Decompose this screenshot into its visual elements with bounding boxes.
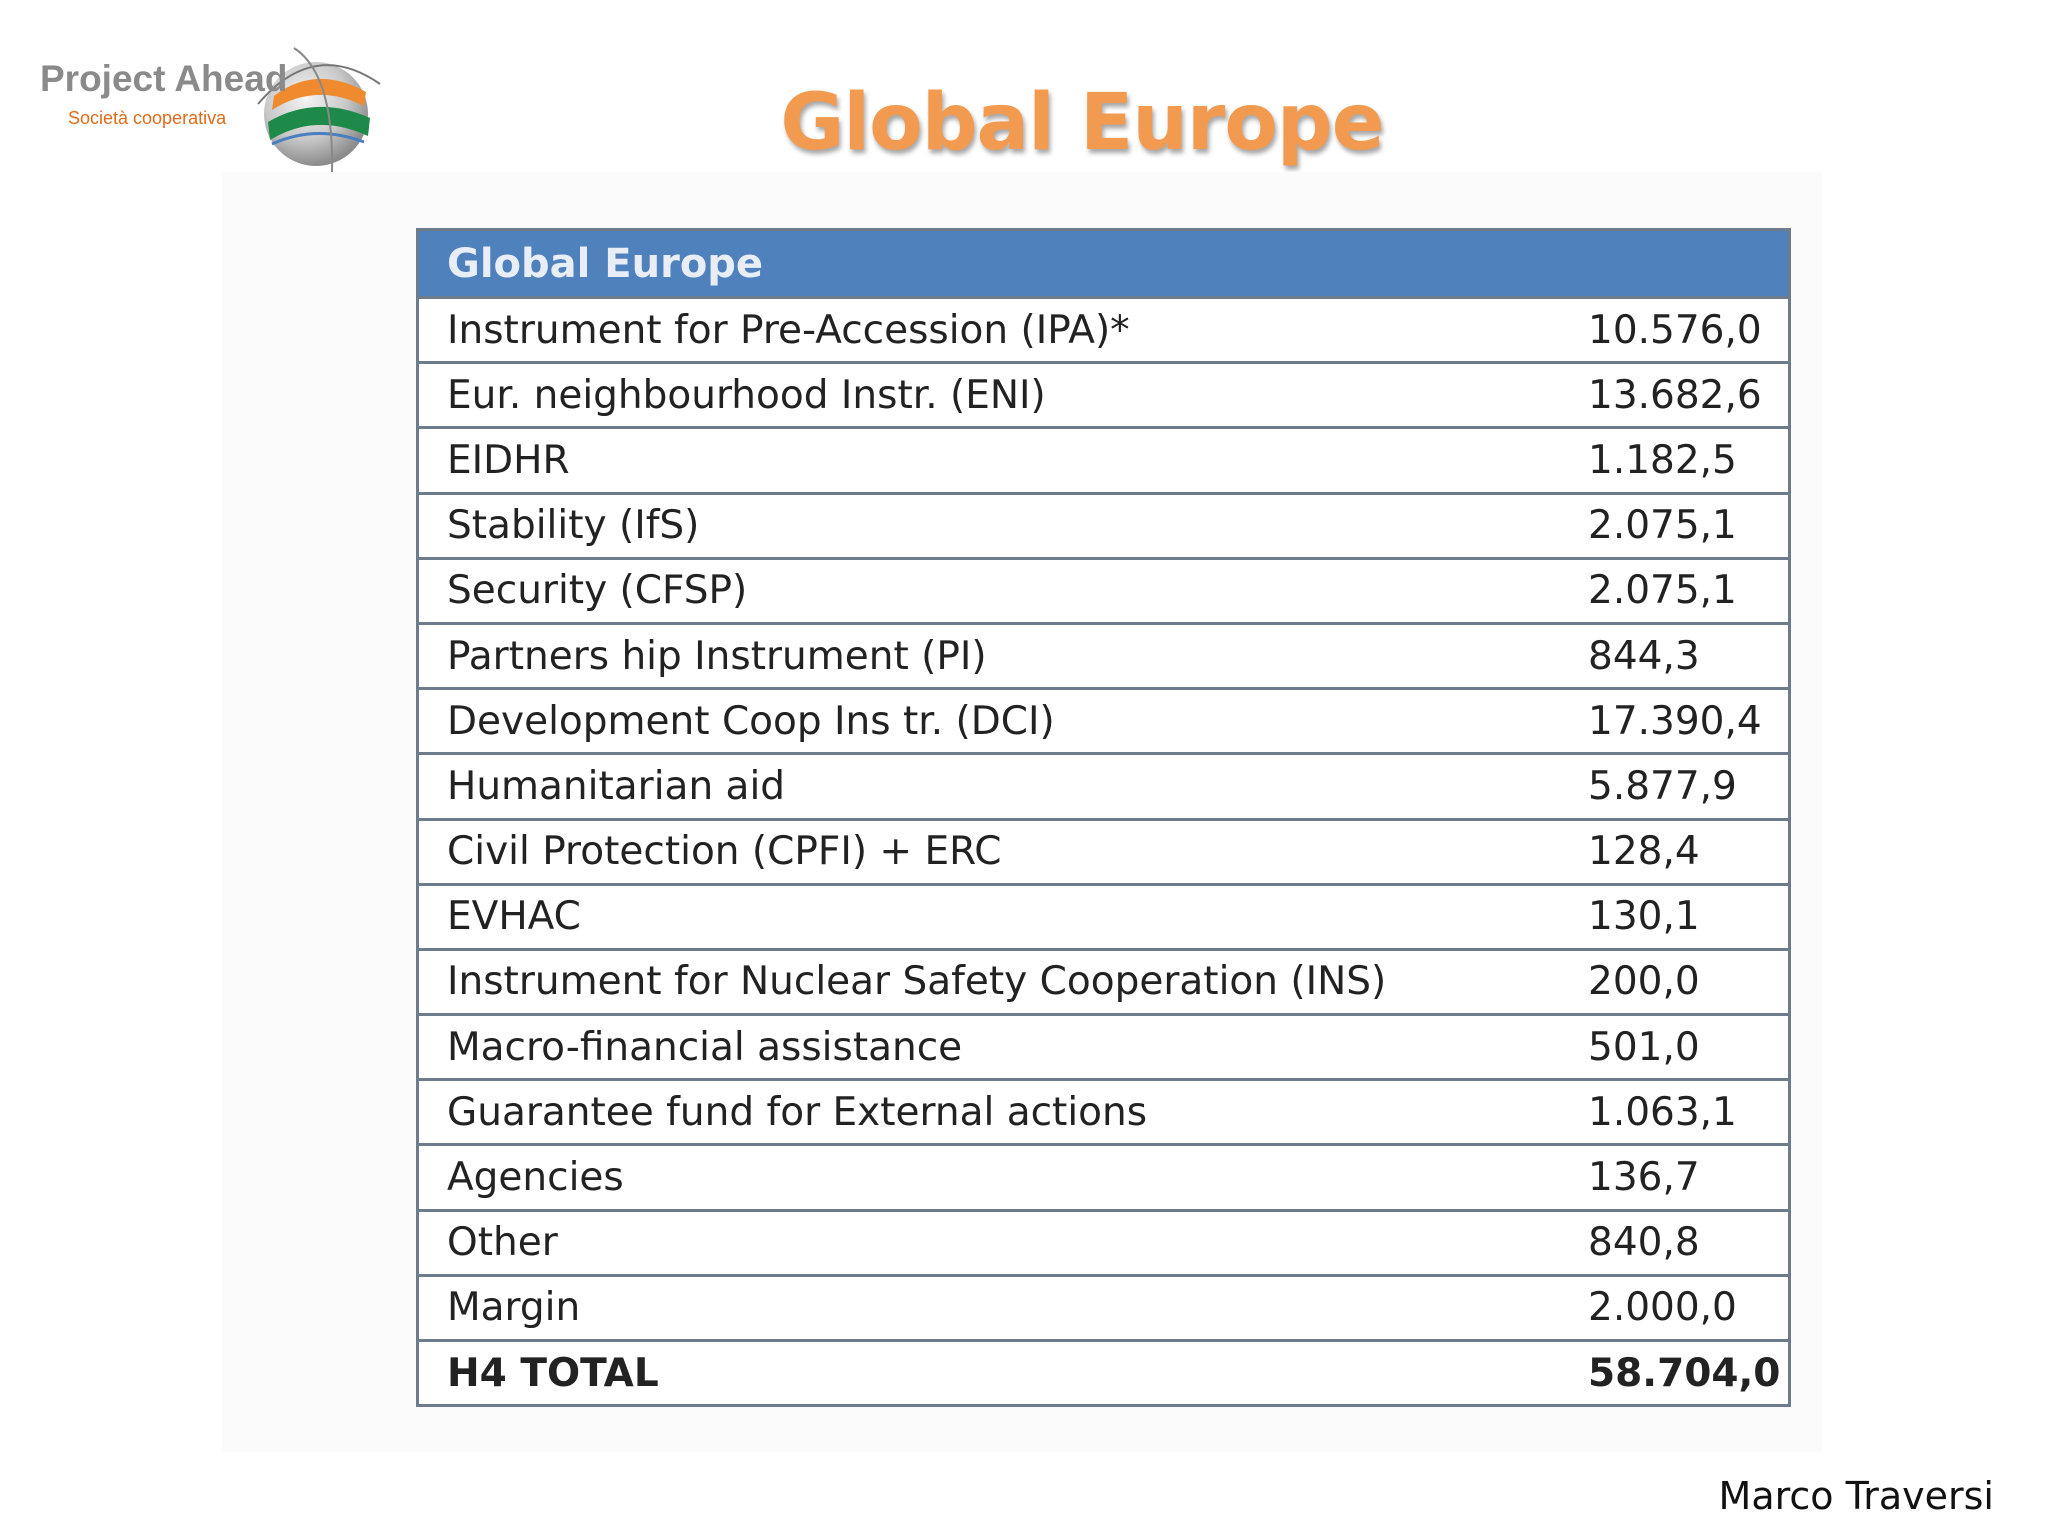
- row-label: Instrument for Nuclear Safety Cooperatio…: [417, 947, 1588, 1015]
- table-row: Instrument for Pre-Accession (IPA)* 10.57…: [417, 295, 1790, 363]
- table-row: Partners hip Instrument (PI) 844,3: [417, 621, 1790, 689]
- row-value: 200,0: [1588, 947, 1790, 1015]
- table-row: Eur. neighbourhood Instr. (ENI) 13.682,6: [417, 361, 1790, 428]
- row-label: Instrument for Pre-Accession (IPA)*: [417, 295, 1588, 363]
- row-label: Margin: [417, 1273, 1588, 1341]
- row-value: 1.063,1: [1588, 1078, 1790, 1145]
- row-label: Guarantee fund for External actions: [417, 1078, 1588, 1145]
- table-header: Global Europe: [417, 229, 1790, 298]
- table-row: Stability (IfS) 2.075,1: [417, 491, 1790, 559]
- row-value: 10.576,0: [1588, 295, 1790, 363]
- row-value: 2.075,1: [1588, 556, 1790, 624]
- row-label: Macro-financial assistance: [417, 1013, 1588, 1080]
- row-value: 17.390,4: [1588, 687, 1790, 754]
- table-row: EIDHR 1.182,5: [417, 426, 1790, 494]
- row-label: EVHAC: [417, 882, 1588, 950]
- logo-title: Project Ahead: [40, 58, 288, 99]
- table-row: Macro-financial assistance 501,0: [417, 1013, 1790, 1080]
- table-body: Instrument for Pre-Accession (IPA)* 10.57…: [417, 295, 1790, 1406]
- author-name: Marco Traversi: [1718, 1474, 1994, 1518]
- globe-icon: [257, 47, 381, 173]
- table-row: Humanitarian aid 5.877,9: [417, 752, 1790, 819]
- row-label: Partners hip Instrument (PI): [417, 621, 1588, 689]
- row-value: 128,4: [1588, 817, 1790, 885]
- table-row: Security (CFSP) 2.075,1: [417, 556, 1790, 624]
- table-row: Margin 2.000,0: [417, 1273, 1790, 1341]
- row-value: 2.075,1: [1588, 491, 1790, 559]
- row-value: 840,8: [1588, 1208, 1790, 1276]
- row-label: Agencies: [417, 1143, 1588, 1211]
- row-value: 136,7: [1588, 1143, 1790, 1211]
- table-row: Guarantee fund for External actions 1.063…: [417, 1078, 1790, 1145]
- row-value: 501,0: [1588, 1013, 1790, 1080]
- logo-subtitle: Società cooperativa: [68, 108, 227, 128]
- row-label: Humanitarian aid: [417, 752, 1588, 819]
- row-value: 2.000,0: [1588, 1273, 1790, 1341]
- table-row: Agencies 136,7: [417, 1143, 1790, 1211]
- row-label: Other: [417, 1208, 1588, 1276]
- row-label: Security (CFSP): [417, 556, 1588, 624]
- row-label: Eur. neighbourhood Instr. (ENI): [417, 361, 1588, 428]
- row-value: 13.682,6: [1588, 361, 1790, 428]
- slide-title: Global Europe: [780, 78, 1384, 168]
- table-row: Civil Protection (CPFI) + ERC 128,4: [417, 817, 1790, 885]
- row-value: 130,1: [1588, 882, 1790, 950]
- table-row: Development Coop Ins tr. (DCI) 17.390,4: [417, 687, 1790, 754]
- row-label: H4 TOTAL: [417, 1338, 1588, 1406]
- table-header-row: Global Europe: [417, 229, 1790, 298]
- row-value: 58.704,0: [1588, 1338, 1790, 1406]
- row-value: 1.182,5: [1588, 426, 1790, 494]
- row-label: Development Coop Ins tr. (DCI): [417, 687, 1588, 754]
- row-label: EIDHR: [417, 426, 1588, 494]
- budget-table: Global Europe Instrument for Pre-Accessi…: [416, 228, 1791, 1408]
- table-row: EVHAC 130,1: [417, 882, 1790, 950]
- table-row: Other 840,8: [417, 1208, 1790, 1276]
- company-logo: Project Ahead Società cooperativa: [36, 44, 386, 174]
- table-total-row: H4 TOTAL 58.704,0: [417, 1338, 1790, 1406]
- row-value: 844,3: [1588, 621, 1790, 689]
- row-label: Stability (IfS): [417, 491, 1588, 559]
- row-value: 5.877,9: [1588, 752, 1790, 819]
- row-label: Civil Protection (CPFI) + ERC: [417, 817, 1588, 885]
- table-row: Instrument for Nuclear Safety Cooperatio…: [417, 947, 1790, 1015]
